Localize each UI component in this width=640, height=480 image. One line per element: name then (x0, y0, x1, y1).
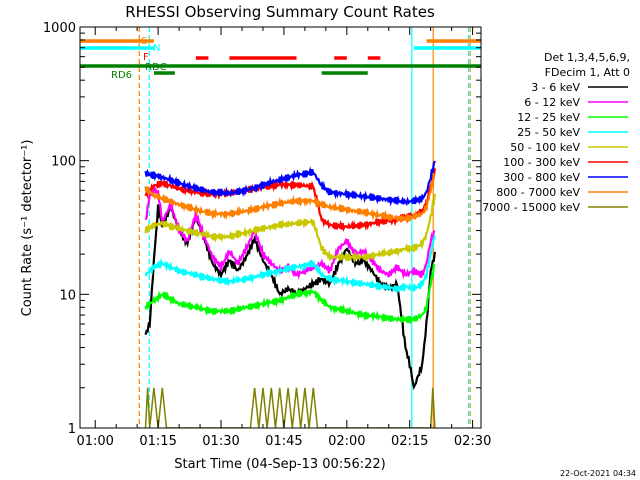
legend-header-line-1: Det 1,3,4,5,6,9, (544, 51, 630, 64)
series-lines (144, 160, 436, 428)
x-tick-label-0: 01:00 (76, 434, 113, 449)
x-axis-label: Start Time (04-Sep-13 00:56:22) (174, 457, 385, 472)
legend-label-0: 3 - 6 keV (531, 81, 580, 94)
flag-label-s: S (141, 36, 147, 47)
legend-label-6: 300 - 800 keV (503, 171, 580, 184)
legend: Det 1,3,4,5,6,9, FDecim 1, Att 0 3 - 6 k… (482, 51, 630, 214)
series-7000-15000keV (144, 387, 436, 428)
y-axis-label: Count Rate (s⁻¹ detector⁻¹) (20, 140, 35, 317)
legend-label-1: 6 - 12 keV (524, 96, 580, 109)
flag-label-f: F (143, 52, 149, 63)
series-300-800keV (144, 160, 436, 207)
x-tick-label-6: 02:30 (454, 434, 491, 449)
legend-label-3: 25 - 50 keV (517, 126, 580, 139)
x-tick-label-3: 01:45 (265, 434, 302, 449)
y-tick-label-0: 1 (68, 422, 76, 437)
legend-label-2: 12 - 25 keV (517, 111, 580, 124)
x-tick-label-2: 01:30 (202, 434, 239, 449)
flag-label-rd6: RD6 (111, 70, 132, 81)
series-800-7000keV (144, 172, 436, 225)
x-tick-label-5: 02:15 (391, 434, 428, 449)
x-tick-label-4: 02:00 (328, 434, 365, 449)
legend-label-7: 800 - 7000 keV (496, 186, 580, 199)
legend-label-8: 7000 - 15000 keV (482, 201, 580, 214)
generated-timestamp: 22-Oct-2021 04:34 (560, 469, 636, 478)
x-tick-label-1: 01:15 (139, 434, 176, 449)
y-tick-label-1: 10 (59, 288, 76, 303)
legend-header-line-2: FDecim 1, Att 0 (545, 66, 630, 79)
legend-label-4: 50 - 100 keV (510, 141, 580, 154)
y-tick-label-3: 1000 (43, 21, 76, 36)
plot-frame (79, 26, 482, 429)
status-flags: SNF RD6 RDC (80, 36, 481, 81)
series-12-25keV (144, 263, 436, 325)
axis-ticks: 01:00 01:15 01:30 01:45 02:00 02:15 02:30 1 10 10… (43, 21, 491, 449)
series-25-50keV (144, 235, 436, 294)
y-tick-label-2: 100 (51, 155, 76, 170)
legend-label-5: 100 - 300 keV (503, 156, 580, 169)
flag-label-rdc: RDC (145, 62, 167, 73)
flag-label-n: N (153, 43, 160, 54)
series-50-100keV (144, 193, 436, 264)
chart-title: RHESSI Observing Summary Count Rates (125, 3, 435, 21)
